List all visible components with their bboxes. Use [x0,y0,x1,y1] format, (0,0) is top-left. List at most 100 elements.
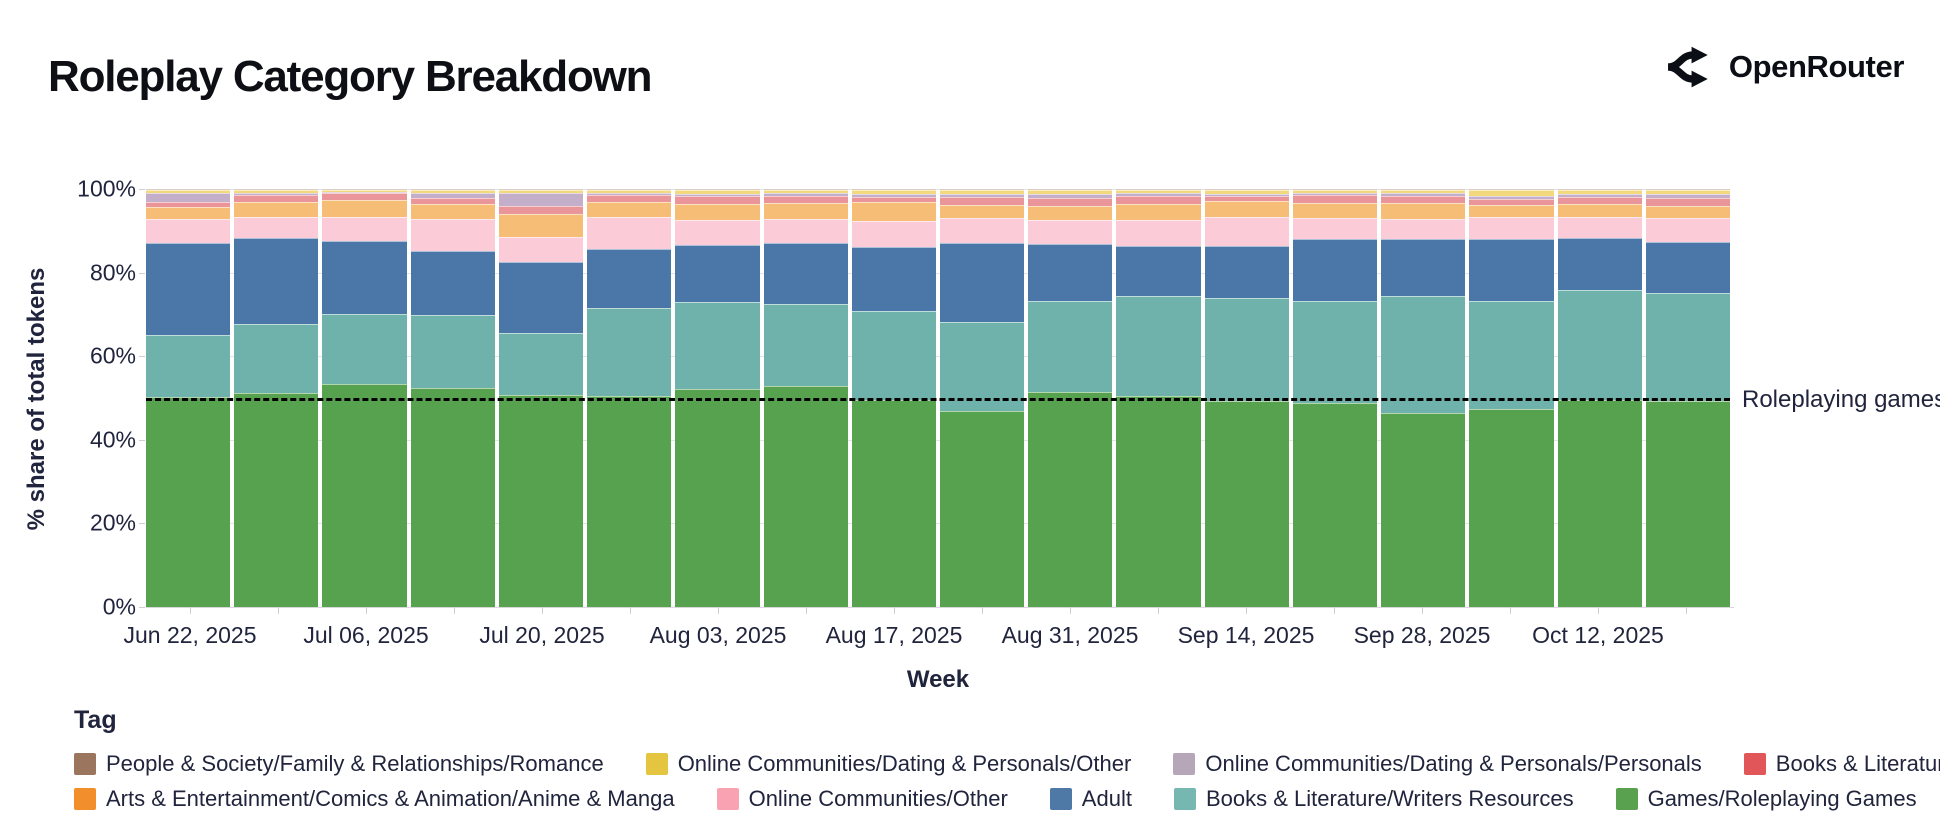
bar-segment-writers-resources [675,302,760,389]
x-tick-mark [718,607,719,614]
bar-segment-writers-resources [146,335,231,398]
bar-segment-roleplaying-games [1381,413,1466,607]
bar-segment-dating-personals-personals [763,192,848,196]
bar-segment-fan-fiction [1204,195,1289,202]
x-tick-label-Jul-20-2025: Jul 20, 2025 [479,622,605,648]
bar-column-Oct-05-2025 [1469,189,1554,608]
bar-segment-adult [1292,238,1378,301]
bar-segment-dating-personals-other [146,190,231,194]
bar-segment-dating-personals-other [1381,190,1466,193]
bar-segment-roleplaying-games [498,395,584,608]
bar-segment-dating-personals-personals [1204,193,1289,196]
bar-segment-anime-manga [587,201,672,218]
legend-label-roleplaying-games: Games/Roleplaying Games [1647,786,1917,811]
x-tick-label-Sep-14-2025: Sep 14, 2025 [1177,622,1315,648]
bar-segment-adult [1116,245,1201,297]
bar-segment-online-communities-other [234,217,319,239]
bar-segment-adult [498,261,584,333]
bar-segment-romance [851,189,936,191]
bar-segment-adult [763,243,848,305]
bar-column-Sep-28-2025 [1381,189,1466,607]
x-axis-title: Week [906,666,970,693]
bar-segment-online-communities-other [1557,216,1642,238]
bar-column-Jul-13-2025 [410,189,495,607]
bar-segment-anime-manga [1204,201,1289,217]
bar-segment-romance [1204,189,1289,190]
bar-segment-fan-fiction [234,194,319,202]
bar-segment-online-communities-other [322,217,407,242]
x-tick-mark [806,607,807,614]
legend-swatch-adult [1049,788,1072,810]
bar-segment-dating-personals-personals [851,194,936,197]
bar-column-Jun-22-2025 [146,189,231,608]
bar-segment-online-communities-other [1292,217,1378,239]
x-tick-label-Oct-12-2025: Oct 12, 2025 [1532,622,1664,648]
bar-column-Jul-20-2025 [498,189,584,608]
bar-segment-dating-personals-other [498,190,584,194]
y-tick-label-80%: 80% [89,259,136,286]
bar-segment-fan-fiction [410,197,495,204]
bar-column-Aug-10-2025 [763,189,848,608]
bar-segment-dating-personals-personals [1292,192,1378,195]
reference-line-label: Roleplaying games [1742,386,1940,413]
legend-item-romance: People & Society/Family & Relationships/… [74,751,604,777]
y-tick-label-60%: 60% [89,342,136,369]
bar-segment-fan-fiction [1116,196,1201,204]
x-tick-mark [366,607,367,614]
bar-segment-dating-personals-personals [675,193,760,197]
bar-segment-roleplaying-games [851,399,936,607]
bar-segment-writers-resources [939,322,1025,412]
bar-segment-writers-resources [1557,289,1642,400]
bar-segment-adult [1645,242,1730,293]
bar-segment-anime-manga [410,203,495,219]
legend-item-dating-personals-other: Online Communities/Dating & Personals/Ot… [645,751,1131,777]
reference-line-50pct [146,398,1730,401]
bar-segment-dating-personals-other [587,190,672,193]
legend-swatch-anime-manga [74,788,96,810]
bar-segment-romance [146,189,231,190]
bar-segment-anime-manga [1645,205,1730,218]
bar-segment-dating-personals-personals [498,193,584,207]
x-tick-label-Aug-31-2025: Aug 31, 2025 [1001,622,1139,648]
bar-segment-fan-fiction [851,196,936,203]
y-tick-mark [139,272,145,274]
y-tick-mark [139,356,145,358]
bar-segment-online-communities-other [146,218,231,244]
legend-label-romance: People & Society/Family & Relationships/… [106,751,604,776]
bar-segment-romance [410,189,495,190]
bar-segment-dating-personals-other [1116,190,1201,193]
bar-segment-adult [675,245,760,303]
bar-segment-adult [1381,239,1466,296]
bar-segment-romance [1116,189,1201,190]
bar-segment-anime-manga [1469,204,1554,217]
bar-segment-dating-personals-other [1204,190,1289,194]
bar-segment-dating-personals-personals [322,191,407,194]
legend-item-online-communities-other: Online Communities/Other [716,786,1008,812]
bar-segment-fan-fiction [675,196,760,204]
legend-item-anime-manga: Arts & Entertainment/Comics & Animation/… [74,786,675,812]
bar-segment-dating-personals-personals [410,192,495,198]
y-tick-label-0%: 0% [102,593,136,620]
bar-segment-roleplaying-games [322,383,407,608]
legend-item-fan-fiction: Books & Literature/Fan Fiction [1743,751,1940,777]
bar-segment-anime-manga [763,202,848,219]
legend-swatch-online-communities-other [716,788,739,810]
bar-segment-roleplaying-games [1292,403,1378,608]
bar-segment-online-communities-other [1645,217,1730,243]
gridline-20 [146,523,1730,525]
bar-segment-writers-resources [763,304,848,387]
openrouter-logo-icon [1665,42,1715,92]
bar-segment-online-communities-other [851,221,936,248]
bar-segment-roleplaying-games [587,395,672,608]
bar-segment-romance [675,189,760,190]
bar-segment-adult [851,247,936,312]
bar-segment-fan-fiction [322,193,407,201]
gridline-40 [146,439,1730,441]
bar-segment-roleplaying-games [1557,399,1642,607]
x-tick-mark [542,607,543,614]
bar-segment-roleplaying-games [146,397,231,608]
gridline-80 [146,272,1730,274]
x-tick-mark [190,607,191,614]
bar-segment-online-communities-other [498,237,584,262]
plot-area [146,189,1730,608]
